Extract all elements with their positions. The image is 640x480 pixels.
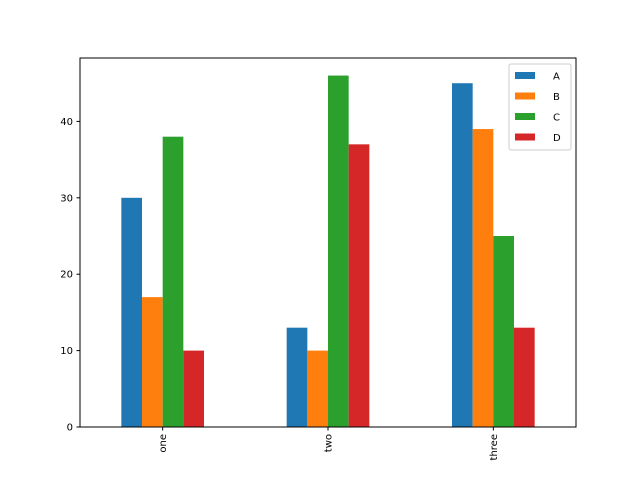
y-tick-label: 30	[60, 193, 73, 204]
legend-label-B: B	[553, 92, 560, 103]
bar-B-three	[472, 129, 494, 427]
bar-D-three	[514, 327, 535, 427]
plot-frame	[79, 57, 577, 428]
bar-D-two	[348, 144, 370, 427]
y-tick-label: 20	[60, 270, 73, 281]
bar-C-two	[328, 75, 349, 428]
legend-swatch-B	[515, 92, 535, 100]
bars-group	[121, 75, 535, 428]
bar-B-one	[142, 297, 163, 427]
bar-A-two	[286, 327, 308, 427]
legend-swatch-D	[515, 133, 535, 141]
y-tick-label: 10	[60, 346, 73, 357]
legend-box	[508, 63, 572, 151]
bar-B-two	[307, 350, 328, 427]
bar-C-one	[162, 136, 184, 427]
y-axis: 0 10 20 30 40	[60, 117, 80, 434]
bar-C-three	[493, 236, 514, 427]
x-tick-label: three	[489, 434, 500, 460]
x-axis: one two three	[158, 427, 500, 460]
legend-label-C: C	[553, 113, 560, 124]
x-tick-label: one	[158, 434, 169, 453]
legend-swatch-A	[515, 72, 535, 79]
legend-label-D: D	[553, 133, 561, 144]
x-tick-label: two	[324, 434, 335, 452]
legend-swatch-C	[515, 113, 535, 120]
y-tick-label: 0	[67, 423, 73, 434]
bar-A-one	[121, 197, 142, 427]
y-tick-label: 40	[60, 117, 73, 128]
bar-D-one	[183, 350, 204, 427]
legend-label-A: A	[553, 72, 560, 83]
bar-A-three	[452, 83, 473, 427]
